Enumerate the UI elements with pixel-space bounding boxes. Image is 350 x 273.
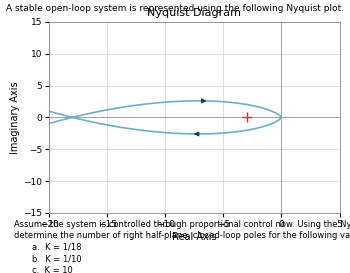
Text: A stable open-loop system is represented using the following Nyquist plot.: A stable open-loop system is represented… [6,4,344,13]
Text: determine the number of right half-plane, closed-loop poles for the following va: determine the number of right half-plane… [14,231,350,240]
Y-axis label: Imaginary Axis: Imaginary Axis [10,81,20,154]
Text: c.  K = 10: c. K = 10 [32,266,72,273]
X-axis label: Real Axis: Real Axis [172,232,217,242]
Text: b.  K = 1/10: b. K = 1/10 [32,254,81,263]
Text: a.  K = 1/18: a. K = 1/18 [32,243,81,252]
Title: Nyquist Diagram: Nyquist Diagram [147,8,241,18]
Text: Assume the system is controlled through proportional control now. Using the Nyqu: Assume the system is controlled through … [14,220,350,229]
